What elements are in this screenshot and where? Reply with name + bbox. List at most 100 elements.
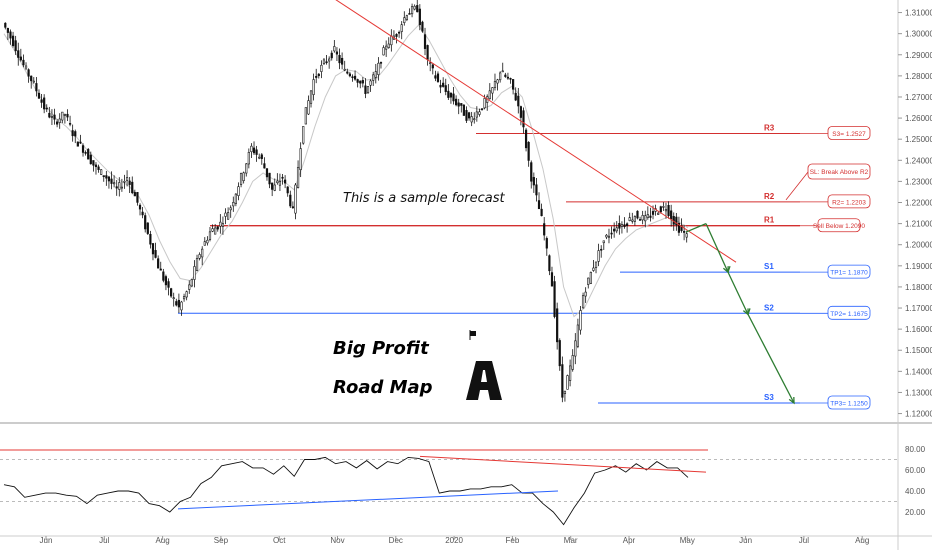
candle-body xyxy=(548,255,551,272)
candle-body xyxy=(351,76,354,79)
candle-body xyxy=(524,129,528,149)
candle-body xyxy=(81,145,85,153)
candle-body xyxy=(102,175,105,178)
candle-body xyxy=(413,5,416,10)
candle-body xyxy=(543,223,546,236)
candle-body xyxy=(211,228,214,232)
candle-body xyxy=(107,176,111,182)
price-tick-label: 1.28000 xyxy=(905,72,932,81)
forecast-arrow-segment xyxy=(705,223,729,273)
candle-body xyxy=(395,34,398,37)
candle-body xyxy=(662,206,665,208)
time-tick-label: Sep xyxy=(214,536,229,545)
rsi-tick-label: 60.00 xyxy=(905,466,926,475)
candle-body xyxy=(672,216,675,225)
time-tick-label: 2020 xyxy=(445,536,463,545)
candle-body xyxy=(136,191,139,203)
candle-body xyxy=(480,108,484,110)
candle-body xyxy=(633,216,636,222)
callout-box xyxy=(827,395,871,410)
candle-body xyxy=(398,31,401,34)
candle-body xyxy=(208,231,212,240)
candle-body xyxy=(356,79,359,83)
candle-body xyxy=(421,21,424,32)
candle-body xyxy=(620,224,624,227)
candle-body xyxy=(84,152,87,154)
candle-body xyxy=(569,365,572,381)
callout-text: S3= 1.2527 xyxy=(832,131,866,138)
candle-body xyxy=(610,232,613,235)
candle-body xyxy=(17,50,20,58)
candle-body xyxy=(607,235,611,238)
price-tick-label: 1.22000 xyxy=(905,199,932,208)
candle-body xyxy=(359,80,362,84)
flag-icon xyxy=(470,331,476,336)
candle-body xyxy=(372,74,375,81)
candle-body xyxy=(76,141,79,147)
candle-body xyxy=(149,233,152,245)
price-tick-label: 1.21000 xyxy=(905,220,932,229)
candle-body xyxy=(594,261,598,268)
candle-body xyxy=(45,107,48,110)
candle-body xyxy=(467,112,471,119)
candle-body xyxy=(615,227,618,232)
level-label-s3: S3 xyxy=(764,393,774,402)
candle-body xyxy=(302,126,305,144)
candle-body xyxy=(24,65,28,69)
candle-body xyxy=(138,204,142,210)
forecast-arrow-start xyxy=(685,223,707,233)
candle-body xyxy=(97,166,100,170)
candle-body xyxy=(532,177,535,186)
candle-body xyxy=(553,281,556,317)
candle-body xyxy=(602,240,605,244)
candle-body xyxy=(66,113,69,118)
level-label-r1: R1 xyxy=(764,216,775,225)
candle-body xyxy=(221,223,225,227)
candle-body xyxy=(265,168,269,178)
candle-body xyxy=(286,186,289,194)
candle-body xyxy=(289,194,292,207)
candle-body xyxy=(488,90,491,100)
candle-body xyxy=(353,75,357,80)
candle-body xyxy=(579,310,582,331)
candle-body xyxy=(294,184,297,214)
candle-body xyxy=(167,281,170,288)
candle-body xyxy=(19,56,22,61)
candle-body xyxy=(348,73,351,77)
candle-body xyxy=(133,192,136,197)
candle-body xyxy=(685,233,688,238)
forecast-arrow-segment xyxy=(727,271,749,315)
candle-body xyxy=(157,258,160,269)
candle-body xyxy=(657,212,660,215)
time-tick-label: Aug xyxy=(155,536,169,545)
candle-body xyxy=(281,176,284,179)
road-logo xyxy=(466,330,502,400)
candle-body xyxy=(68,123,72,125)
stop-loss-box xyxy=(807,163,871,180)
candle-body xyxy=(361,80,364,84)
candle-body xyxy=(232,202,235,207)
candle-body xyxy=(444,85,447,92)
candle-body xyxy=(512,79,515,90)
rsi-upper-trend-line xyxy=(419,455,707,473)
candle-body xyxy=(677,222,681,233)
candle-body xyxy=(333,46,336,52)
candle-body xyxy=(40,99,43,103)
candle-body xyxy=(291,206,294,208)
forecast-arrow-return xyxy=(727,265,731,273)
price-tick-label: 1.23000 xyxy=(905,177,932,186)
candle-body xyxy=(255,149,258,155)
candle-body xyxy=(203,241,206,246)
candle-body xyxy=(227,212,230,220)
candle-body xyxy=(87,149,90,160)
forecast-arrow-head xyxy=(788,396,795,405)
forecast-arrows xyxy=(685,223,795,405)
callout-box xyxy=(827,305,871,320)
candle-body xyxy=(201,248,204,258)
rsi-tick-label: 40.00 xyxy=(905,487,926,496)
candle-body xyxy=(330,52,333,59)
candle-body xyxy=(499,72,502,81)
candle-body xyxy=(328,58,331,62)
candle-body xyxy=(144,215,147,230)
